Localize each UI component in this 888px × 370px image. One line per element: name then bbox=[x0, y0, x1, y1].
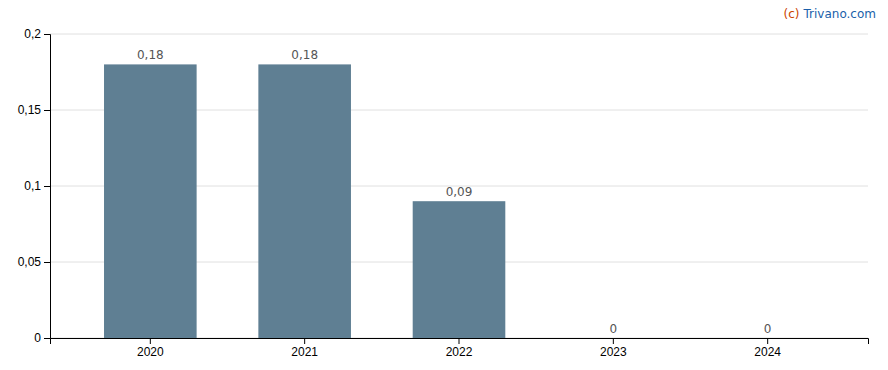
y-tick-mark bbox=[44, 262, 50, 263]
y-tick-label: 0 bbox=[34, 331, 41, 345]
x-tick-mark bbox=[459, 338, 460, 344]
annotation: (c) bbox=[784, 7, 800, 21]
y-tick-label: 0,2 bbox=[24, 27, 41, 41]
x-tick-label: 2020 bbox=[137, 345, 164, 359]
y-tick: 0,05 bbox=[18, 255, 50, 269]
chart: 00,050,10,150,2202020212022202320240,180… bbox=[0, 0, 888, 370]
y-axis: 0 0,05 0,1 0,15 0,2 bbox=[18, 27, 51, 345]
y-tick-label: 0,1 bbox=[24, 179, 41, 193]
y-axis-line bbox=[44, 35, 51, 339]
y-tick-label: 0,15 bbox=[18, 103, 42, 117]
bars bbox=[104, 64, 505, 338]
x-tick: 2020 bbox=[137, 338, 164, 359]
y-tick: 0,2 bbox=[24, 27, 50, 41]
y-tick: 0 bbox=[34, 331, 50, 345]
x-axis-line bbox=[51, 339, 869, 345]
y-tick-mark bbox=[44, 110, 50, 111]
x-tick-label: 2024 bbox=[754, 345, 781, 359]
grid-line bbox=[50, 34, 868, 35]
data-label: 0 bbox=[610, 322, 618, 336]
grid bbox=[50, 34, 868, 338]
x-tick-mark bbox=[304, 338, 305, 344]
x-tick: 2023 bbox=[600, 338, 627, 359]
x-tick-mark bbox=[767, 338, 768, 344]
bar bbox=[721, 338, 814, 339]
x-tick-label: 2023 bbox=[600, 345, 627, 359]
y-tick-mark bbox=[44, 338, 50, 339]
x-tick: 2022 bbox=[446, 338, 473, 359]
annotation: Trivano.com bbox=[803, 7, 876, 21]
data-labels: 0,18 0,18 0,09 0 0 bbox=[137, 48, 772, 336]
x-axis: 2020 2021 2022 2023 2024 bbox=[51, 338, 869, 359]
bar bbox=[567, 338, 660, 339]
x-tick-mark bbox=[613, 338, 614, 344]
y-tick-mark bbox=[44, 34, 50, 35]
bar bbox=[104, 64, 197, 338]
x-tick-label: 2021 bbox=[291, 345, 318, 359]
plot: 00,050,10,150,2202020212022202320240,180… bbox=[18, 27, 869, 358]
data-label: 0,09 bbox=[446, 185, 473, 199]
x-tick-mark bbox=[150, 338, 151, 344]
x-tick: 2024 bbox=[754, 338, 781, 359]
bar bbox=[258, 64, 351, 338]
data-label: 0,18 bbox=[291, 48, 318, 62]
y-tick-mark bbox=[44, 186, 50, 187]
bar bbox=[413, 201, 506, 338]
x-tick: 2021 bbox=[291, 338, 318, 359]
data-label: 0,18 bbox=[137, 48, 164, 62]
watermark: (c)Trivano.com bbox=[784, 7, 876, 21]
x-tick-label: 2022 bbox=[446, 345, 473, 359]
y-tick: 0,1 bbox=[24, 179, 50, 193]
data-label: 0 bbox=[764, 322, 772, 336]
y-tick-label: 0,05 bbox=[18, 255, 42, 269]
y-tick: 0,15 bbox=[18, 103, 50, 117]
